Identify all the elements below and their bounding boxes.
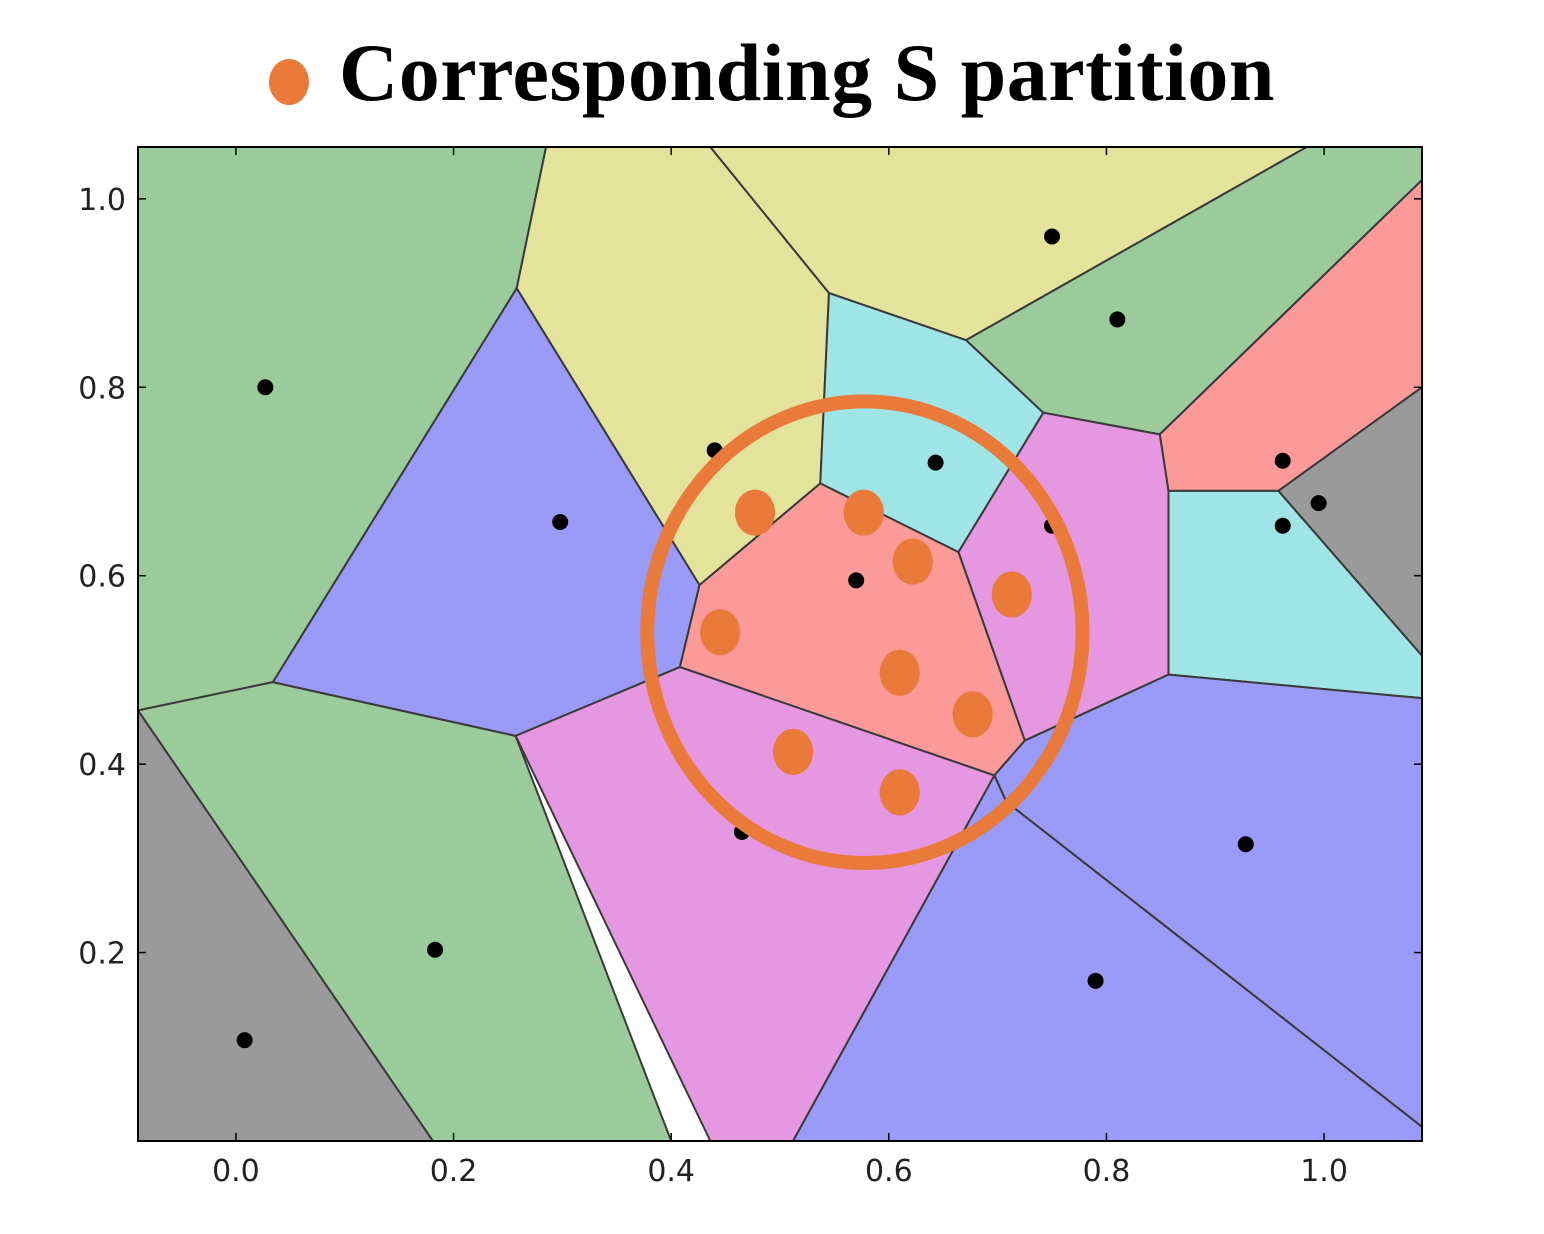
site-point-6 xyxy=(1109,311,1126,328)
partition-point-top-5 xyxy=(879,649,920,696)
partition-point-top-6 xyxy=(952,691,993,738)
site-point-15 xyxy=(236,1032,253,1049)
site-point-5 xyxy=(1044,228,1061,245)
site-point-10 xyxy=(1310,495,1327,512)
highlight-annotation xyxy=(640,394,1090,871)
site-point-12 xyxy=(1237,836,1254,853)
partition-point-top-0 xyxy=(734,489,775,536)
partition-point-top-1 xyxy=(843,489,884,536)
site-point-14 xyxy=(427,941,444,958)
x-tick-label-3: 0.6 xyxy=(865,1154,913,1189)
site-point-0 xyxy=(257,379,274,396)
legend-label: Corresponding S partition xyxy=(339,27,1275,118)
axes: 0.0 0.2 0.4 0.6 0.8 1.0 0.2 0.4 0.6 0.8 1.0 xyxy=(78,147,1422,1189)
site-point-13 xyxy=(1087,972,1104,989)
x-tick-label-1: 0.2 xyxy=(430,1154,478,1189)
x-tick-label-0: 0.0 xyxy=(212,1154,260,1189)
voronoi-regions xyxy=(138,147,1422,1141)
legend-marker-dot xyxy=(269,59,310,105)
site-point-1 xyxy=(552,513,569,530)
y-tick-label-1: 0.4 xyxy=(78,748,126,783)
site-point-8 xyxy=(1274,452,1291,469)
site-point-4 xyxy=(927,454,944,471)
plot-frame xyxy=(137,146,1423,1142)
y-tick-label-2: 0.6 xyxy=(78,560,126,595)
site-point-9 xyxy=(1274,517,1291,534)
partition-point-top-4 xyxy=(700,609,741,656)
x-tick-label-4: 0.8 xyxy=(1083,1154,1131,1189)
y-tick-label-0: 0.2 xyxy=(78,937,126,972)
x-tick-label-5: 1.0 xyxy=(1300,1154,1348,1189)
voronoi-region-pink-13 xyxy=(514,666,996,1141)
y-tick-label-4: 1.0 xyxy=(78,183,126,218)
voronoi-region-gray-2 xyxy=(138,709,434,1141)
voronoi-region-blue-15 xyxy=(792,774,1422,1141)
partition-point-top-2 xyxy=(892,538,933,585)
y-tick-label-3: 0.8 xyxy=(78,371,126,406)
partition-point-top-7 xyxy=(773,728,814,775)
x-tick-label-2: 0.4 xyxy=(647,1154,695,1189)
highlight-ellipse-0 xyxy=(640,394,1090,871)
site-point-3 xyxy=(848,572,865,589)
legend: Corresponding S partition xyxy=(0,18,1544,128)
partition-point-top-8 xyxy=(879,769,920,816)
partition-point-top-3 xyxy=(991,571,1032,618)
